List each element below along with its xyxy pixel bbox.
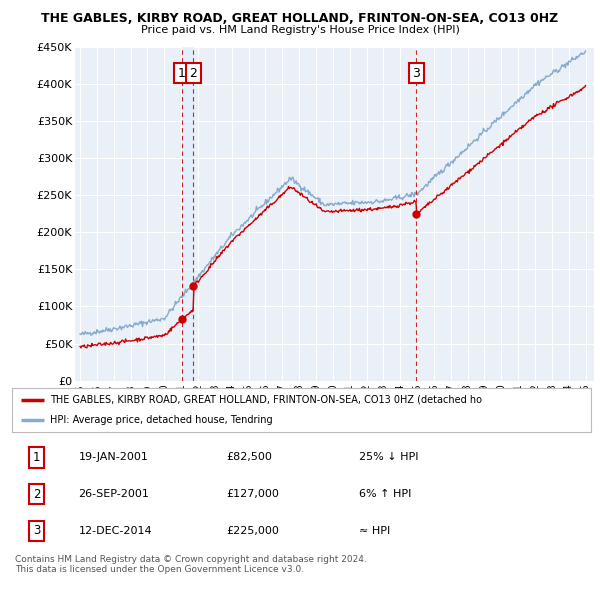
Text: 6% ↑ HPI: 6% ↑ HPI xyxy=(359,489,412,499)
Text: Price paid vs. HM Land Registry's House Price Index (HPI): Price paid vs. HM Land Registry's House … xyxy=(140,25,460,35)
Text: £127,000: £127,000 xyxy=(226,489,279,499)
Text: 26-SEP-2001: 26-SEP-2001 xyxy=(79,489,149,499)
Text: 2: 2 xyxy=(190,67,197,80)
Text: HPI: Average price, detached house, Tendring: HPI: Average price, detached house, Tend… xyxy=(50,415,272,425)
Text: THE GABLES, KIRBY ROAD, GREAT HOLLAND, FRINTON-ON-SEA, CO13 0HZ (detached ho: THE GABLES, KIRBY ROAD, GREAT HOLLAND, F… xyxy=(50,395,482,405)
Text: 1: 1 xyxy=(33,451,41,464)
Text: 3: 3 xyxy=(412,67,420,80)
Text: 3: 3 xyxy=(33,525,41,537)
Text: 1: 1 xyxy=(178,67,186,80)
Text: 19-JAN-2001: 19-JAN-2001 xyxy=(79,453,148,463)
Text: 2: 2 xyxy=(33,487,41,501)
Bar xyxy=(182,47,193,381)
Text: THE GABLES, KIRBY ROAD, GREAT HOLLAND, FRINTON-ON-SEA, CO13 0HZ: THE GABLES, KIRBY ROAD, GREAT HOLLAND, F… xyxy=(41,12,559,25)
Text: £82,500: £82,500 xyxy=(226,453,272,463)
Text: Contains HM Land Registry data © Crown copyright and database right 2024.
This d: Contains HM Land Registry data © Crown c… xyxy=(15,555,367,574)
Text: 25% ↓ HPI: 25% ↓ HPI xyxy=(359,453,419,463)
Text: 12-DEC-2014: 12-DEC-2014 xyxy=(79,526,152,536)
Text: £225,000: £225,000 xyxy=(226,526,279,536)
Text: ≈ HPI: ≈ HPI xyxy=(359,526,391,536)
